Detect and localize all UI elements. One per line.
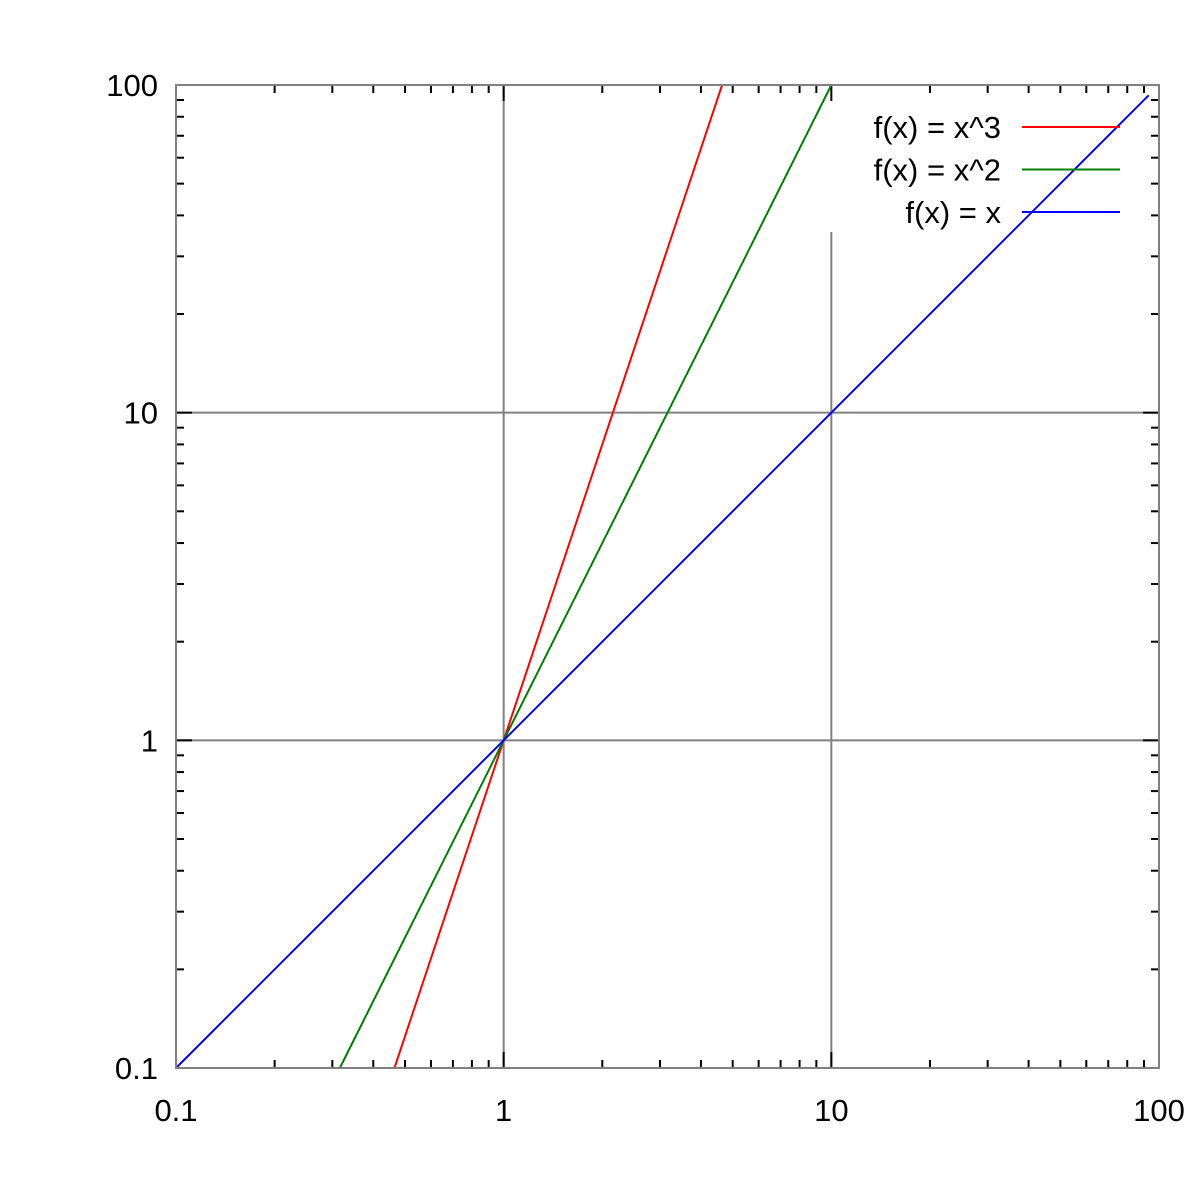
y-tick-label: 10 (124, 396, 158, 431)
x-tick-label: 100 (1133, 1093, 1185, 1128)
series-line-3 (175, 94, 1150, 1069)
x-tick-label: 0.1 (154, 1093, 197, 1128)
x-tick-labels: 0.1 1 10 100 (154, 1093, 1184, 1128)
y-tick-label: 0.1 (115, 1051, 158, 1086)
series-lines (175, 84, 1150, 1069)
series-line-1 (393, 84, 724, 1069)
y-tick-labels: 0.1 1 10 100 (106, 68, 158, 1086)
series-line-2 (338, 84, 833, 1069)
legend: f(x) = x^3 f(x) = x^2 f(x) = x (874, 110, 1120, 230)
legend-label: f(x) = x^2 (874, 153, 1001, 188)
legend-label: f(x) = x (905, 195, 1001, 230)
plot-frame (175, 84, 1160, 1069)
legend-label: f(x) = x^3 (874, 110, 1001, 145)
x-tick-label: 10 (814, 1093, 848, 1128)
x-tick-label: 1 (495, 1093, 512, 1128)
y-tick-label: 100 (106, 68, 158, 103)
y-tick-label: 1 (141, 723, 158, 758)
